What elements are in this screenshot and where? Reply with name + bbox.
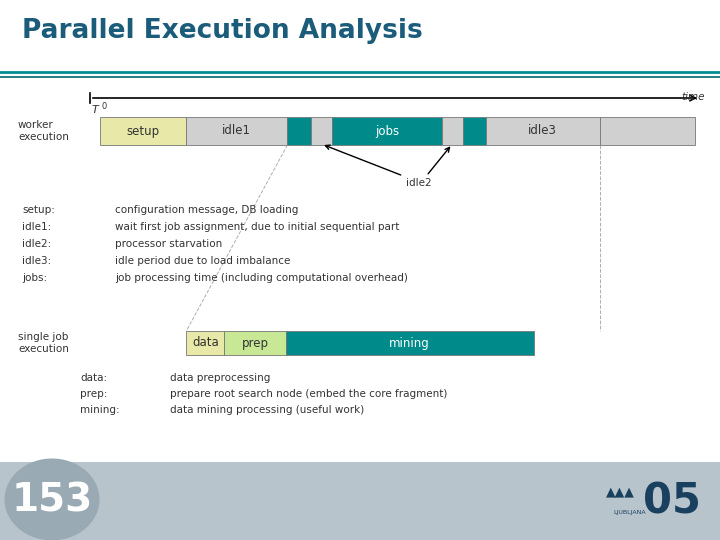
Text: setup:: setup: — [22, 205, 55, 215]
Text: single job
execution: single job execution — [18, 332, 69, 354]
Text: ▲▲▲: ▲▲▲ — [606, 485, 634, 498]
Bar — [186, 117, 287, 145]
Text: prep:: prep: — [80, 389, 107, 399]
Text: setup: setup — [127, 125, 160, 138]
Text: data: data — [192, 336, 219, 349]
Bar — [0, 462, 720, 540]
Text: LJUBLJANA: LJUBLJANA — [613, 510, 647, 515]
Text: idle2: idle2 — [405, 178, 431, 188]
Bar — [332, 117, 442, 145]
Text: idle period due to load imbalance: idle period due to load imbalance — [115, 256, 290, 266]
Bar — [286, 331, 534, 355]
Bar — [600, 117, 695, 145]
Text: jobs:: jobs: — [22, 273, 47, 283]
Text: data mining processing (useful work): data mining processing (useful work) — [170, 405, 364, 415]
Text: 05: 05 — [643, 480, 701, 522]
Bar — [100, 117, 186, 145]
Bar — [287, 117, 311, 145]
Ellipse shape — [4, 458, 99, 540]
Text: mining:: mining: — [80, 405, 120, 415]
Text: idle1:: idle1: — [22, 222, 51, 232]
Text: idle3: idle3 — [528, 125, 557, 138]
Text: data:: data: — [80, 373, 107, 383]
Text: T: T — [92, 105, 99, 115]
Text: 153: 153 — [12, 482, 93, 520]
Text: Parallel Execution Analysis: Parallel Execution Analysis — [22, 18, 423, 44]
Text: processor starvation: processor starvation — [115, 239, 222, 249]
Text: 0: 0 — [102, 102, 107, 111]
Text: idle3:: idle3: — [22, 256, 51, 266]
Text: configuration message, DB loading: configuration message, DB loading — [115, 205, 298, 215]
Bar — [442, 117, 463, 145]
Text: idle1: idle1 — [222, 125, 251, 138]
Text: time: time — [682, 92, 705, 102]
Text: worker
execution: worker execution — [18, 120, 69, 142]
Text: prepare root search node (embed the core fragment): prepare root search node (embed the core… — [170, 389, 447, 399]
Text: mining: mining — [390, 336, 430, 349]
Bar — [463, 117, 485, 145]
Bar — [186, 331, 225, 355]
Text: jobs: jobs — [375, 125, 399, 138]
Text: data preprocessing: data preprocessing — [170, 373, 271, 383]
Text: idle2:: idle2: — [22, 239, 51, 249]
Bar — [225, 331, 286, 355]
Bar — [485, 117, 600, 145]
Text: job processing time (including computational overhead): job processing time (including computati… — [115, 273, 408, 283]
Text: wait first job assignment, due to initial sequential part: wait first job assignment, due to initia… — [115, 222, 400, 232]
Text: prep: prep — [241, 336, 269, 349]
Bar — [311, 117, 332, 145]
